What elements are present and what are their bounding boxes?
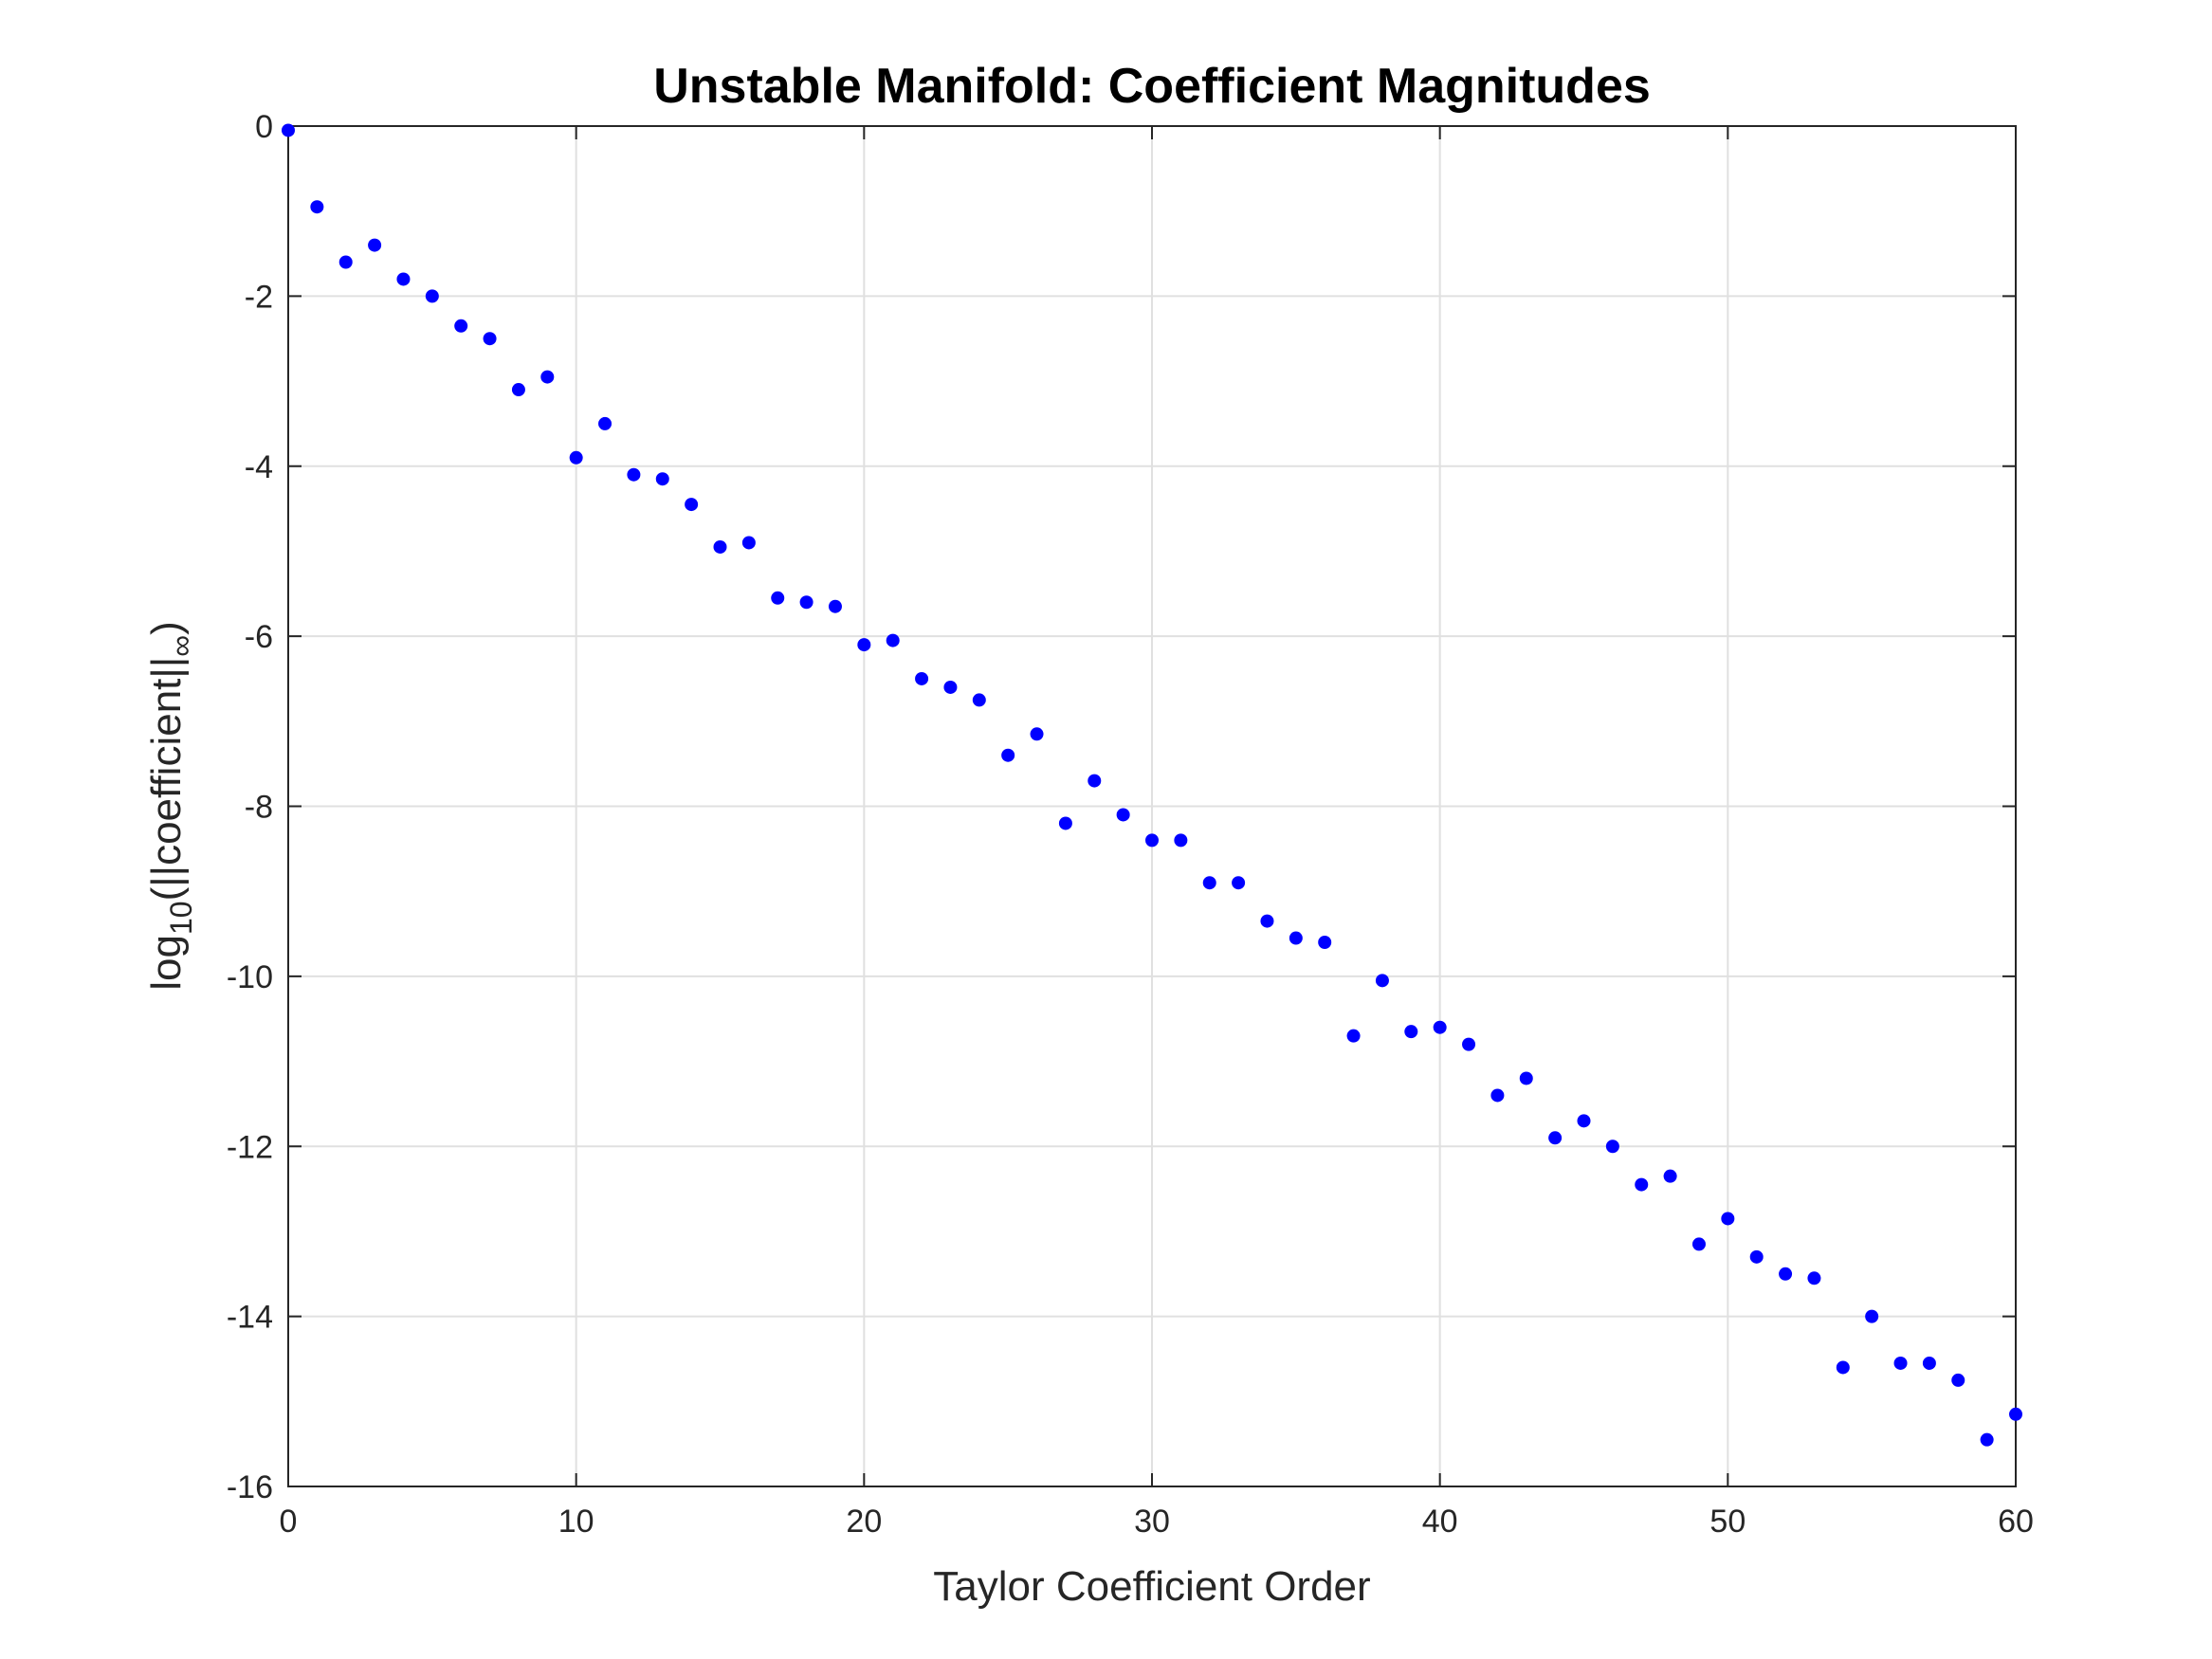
y-tick-label: -2 — [245, 279, 273, 315]
tick-labels: 0 10 20 30 40 50 60 0 -2 -4 -6 -8 -10 -12 -14 -16 — [227, 109, 2034, 1540]
data-point — [972, 693, 986, 707]
data-point — [598, 416, 612, 430]
data-point — [1605, 1139, 1619, 1154]
data-point — [1404, 1025, 1418, 1039]
x-axis-label: Taylor Coefficient Order — [933, 1563, 1370, 1610]
data-point — [1635, 1177, 1649, 1192]
data-point — [1893, 1356, 1908, 1370]
y-axis-label: log10(||coefficient||∞) — [143, 621, 198, 990]
plot-frame — [287, 125, 2017, 1487]
data-point — [1980, 1432, 1994, 1447]
data-point — [943, 680, 958, 694]
data-point — [771, 591, 785, 605]
data-point — [1433, 1020, 1447, 1034]
data-point — [857, 638, 871, 652]
data-point — [1289, 931, 1303, 945]
data-point — [1577, 1114, 1591, 1128]
y-tick-label: -14 — [227, 1300, 273, 1336]
data-point — [1260, 914, 1274, 928]
data-point — [368, 238, 382, 252]
data-point — [1490, 1088, 1505, 1103]
data-point — [886, 633, 900, 647]
grid — [287, 125, 2017, 1487]
data-point — [1375, 974, 1389, 988]
data-point — [1174, 833, 1188, 848]
data-point — [2009, 1407, 2022, 1421]
x-tick-label: 0 — [280, 1504, 298, 1540]
data-point — [1088, 774, 1102, 788]
data-point — [454, 319, 468, 333]
data-point — [1721, 1212, 1735, 1226]
x-tick-label: 60 — [1998, 1504, 2034, 1540]
y-axis-label-subscript-1: 10 — [164, 901, 198, 935]
data-point — [1519, 1071, 1533, 1085]
y-tick-label: -12 — [227, 1129, 273, 1165]
y-axis-label-prefix: log — [143, 935, 190, 991]
y-tick-label: 0 — [255, 109, 273, 145]
data-point — [1001, 748, 1015, 762]
x-tick-label: 10 — [558, 1504, 594, 1540]
data-point — [338, 255, 353, 269]
data-point — [1232, 876, 1246, 890]
x-tick-label: 50 — [1709, 1504, 1746, 1540]
data-point — [1548, 1131, 1563, 1145]
y-tick-label: -16 — [227, 1469, 273, 1505]
data-point — [310, 200, 324, 214]
data-point — [569, 450, 583, 465]
data-point — [799, 595, 814, 610]
data-point — [1318, 936, 1332, 949]
y-axis-label-suffix: ) — [143, 621, 190, 635]
data-point — [282, 123, 295, 137]
y-axis-label-subscript-2: ∞ — [164, 635, 198, 657]
data-point — [1663, 1169, 1677, 1183]
data-point — [1779, 1267, 1793, 1281]
data-point — [713, 539, 727, 554]
data-point — [425, 289, 439, 303]
y-tick-label: -4 — [245, 449, 273, 485]
y-tick-label: -8 — [245, 790, 273, 826]
y-tick-label: -6 — [245, 619, 273, 655]
data-point — [1836, 1360, 1850, 1375]
data-point — [483, 332, 497, 346]
data-point — [1058, 816, 1072, 830]
data-points — [282, 123, 2022, 1447]
data-point — [1951, 1373, 1965, 1387]
data-point — [627, 467, 641, 482]
x-tick-label: 30 — [1134, 1504, 1170, 1540]
data-point — [1202, 876, 1216, 890]
chart-title: Unstable Manifold: Coefficient Magnitude… — [653, 59, 1651, 114]
data-point — [828, 599, 842, 613]
data-point — [540, 370, 555, 384]
x-tick-label: 40 — [1422, 1504, 1458, 1540]
data-point — [396, 272, 411, 286]
data-point — [1116, 808, 1130, 822]
data-point — [741, 536, 756, 550]
data-point — [1807, 1271, 1821, 1285]
y-tick-label: -10 — [227, 959, 273, 995]
data-point — [1749, 1249, 1764, 1264]
data-point — [915, 671, 929, 685]
x-tick-label: 20 — [846, 1504, 882, 1540]
data-point — [1346, 1029, 1361, 1043]
data-point — [1865, 1309, 1879, 1323]
data-point — [1922, 1356, 1936, 1370]
data-point — [1145, 833, 1159, 848]
data-point — [511, 383, 525, 397]
data-point — [655, 472, 669, 486]
data-point — [685, 498, 699, 512]
y-axis-label-middle: (||coefficient|| — [143, 657, 190, 902]
data-point — [1691, 1237, 1706, 1251]
data-point — [1462, 1037, 1476, 1051]
data-point — [1030, 727, 1044, 741]
